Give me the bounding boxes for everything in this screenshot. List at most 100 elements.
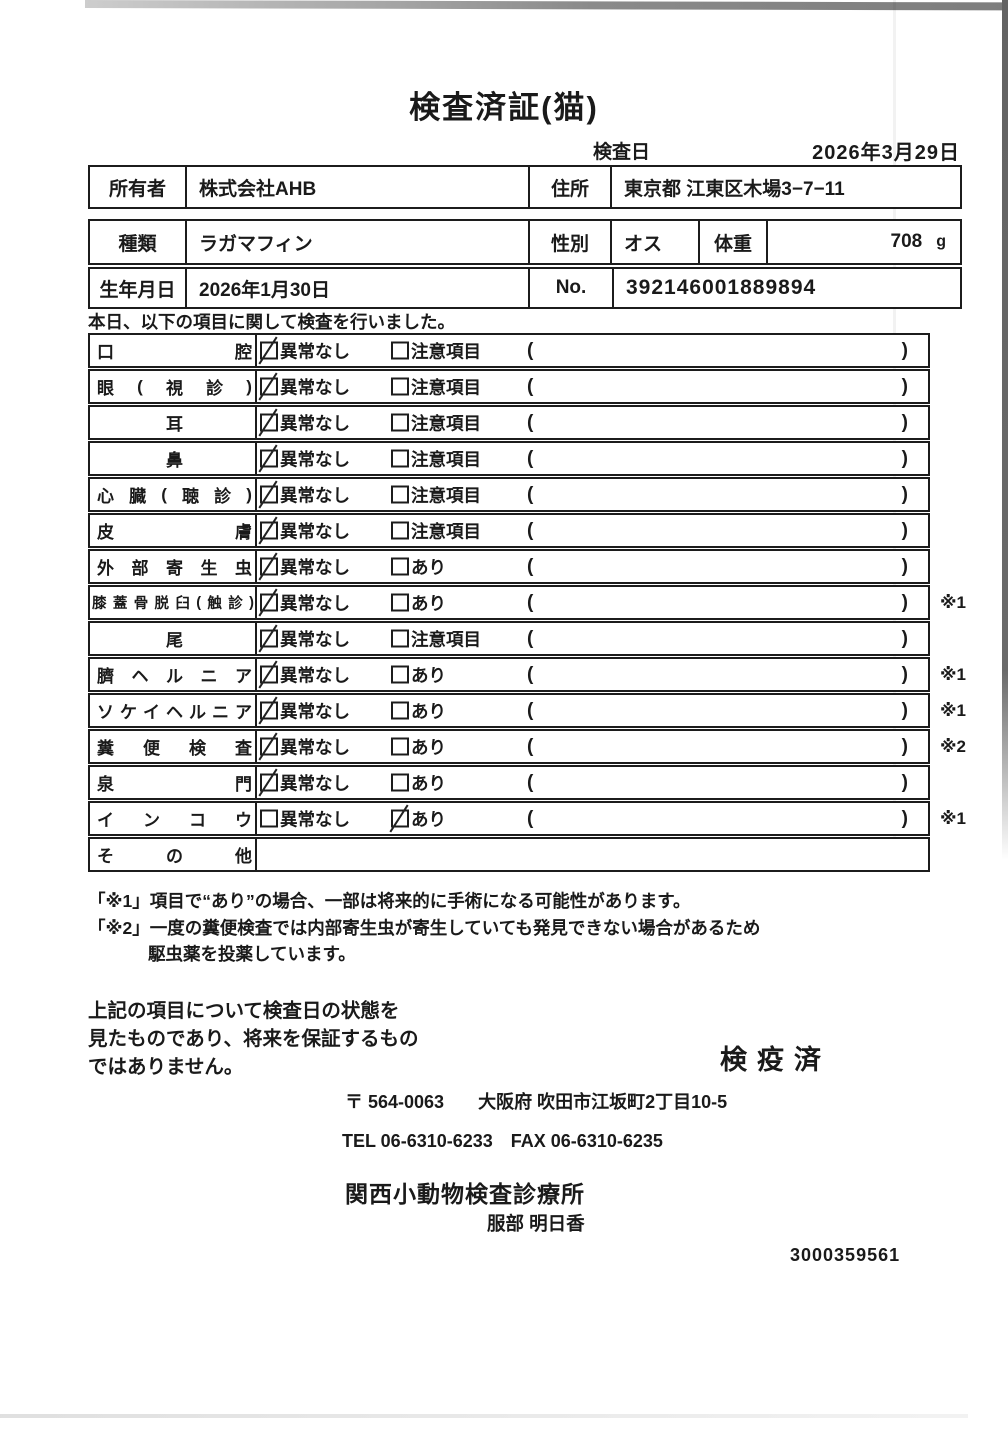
scan-artifact-top <box>84 0 1008 11</box>
clinic-name: 関西小動物検査診療所 <box>345 1181 585 1207</box>
paren-open: ( <box>527 555 534 577</box>
option-label: 異常なし <box>280 449 350 469</box>
checkbox-no-abnormality <box>258 516 278 545</box>
paren-close: ) <box>901 771 908 793</box>
breed-value: ラガマフィン <box>187 221 530 263</box>
checkbox-no-abnormality <box>258 480 278 509</box>
paren-close: ) <box>901 411 908 433</box>
option-label: 異常なし <box>280 773 350 793</box>
checkbox-caution <box>391 377 409 396</box>
exam-item-label: 臍ヘルニア <box>90 659 257 690</box>
checkmark <box>258 696 278 725</box>
owner-label: 所有者 <box>90 167 187 207</box>
checkmark <box>258 768 278 797</box>
footnote-2-line2: 駆虫薬を投薬しています。 <box>148 944 356 964</box>
paren-close: ) <box>901 447 908 469</box>
paren-close: ) <box>901 699 908 721</box>
option-label: あり <box>411 665 446 685</box>
weight-value: 708 g <box>768 221 960 263</box>
paren-close: ) <box>901 627 908 649</box>
checkmark <box>258 588 278 617</box>
checkmark <box>258 516 278 545</box>
inspection-date-value: 2026年3月29日 <box>812 142 960 164</box>
address-label: 住所 <box>530 167 612 207</box>
option-label: 異常なし <box>280 809 350 829</box>
clinic-phone-line: TEL 06-6310-6233 FAX 06-6310-6235 <box>342 1131 663 1152</box>
owner-value: 株式会社AHB <box>187 167 530 207</box>
exam-item-label: 泉門 <box>90 767 257 798</box>
exam-item-label: 皮膚 <box>90 515 257 546</box>
exam-row-external-parasites: 外部寄生虫 異常なし あり ( ) <box>88 549 930 584</box>
option-label: 異常なし <box>280 485 350 505</box>
option-label: あり <box>411 593 446 613</box>
checkbox-no-abnormality <box>258 696 278 725</box>
paren-open: ( <box>527 411 534 433</box>
option-label: 注意項目 <box>411 485 481 505</box>
veterinarian-name: 服部 明日香 <box>487 1213 585 1234</box>
sex-value: オス <box>612 221 700 263</box>
option-label: 異常なし <box>280 593 350 613</box>
checkmark <box>258 408 278 437</box>
birthdate-label: 生年月日 <box>90 269 187 307</box>
exam-table: 口腔 異常なし 注意項目 ( ) 眼(視診) 異常なし 注意項目 ( ) 耳 異… <box>88 333 966 873</box>
footnote-1: 「※1」項目で“あり”の場合、一部は将来的に手術になる可能性があります。 <box>88 891 691 911</box>
weight-label: 体重 <box>700 221 768 263</box>
paren-close: ) <box>901 375 908 397</box>
checkbox-caution <box>391 521 409 540</box>
disclaimer-line: 見たものであり、将来を保証するもの <box>88 1028 419 1050</box>
no-value: 392146001889894 <box>612 269 960 307</box>
paren-open: ( <box>527 627 534 649</box>
page-title: 検査済証(猫) <box>409 90 599 125</box>
exam-item-label: インコウ <box>90 803 257 834</box>
footnote-marker: ※1 <box>940 592 966 612</box>
birthdate-value: 2026年1月30日 <box>187 269 530 307</box>
option-label: 注意項目 <box>411 341 481 361</box>
checkbox-present <box>391 737 409 756</box>
paren-open: ( <box>527 339 534 361</box>
exam-item-label: 糞便検査 <box>90 731 257 762</box>
paren-close: ) <box>901 519 908 541</box>
checkbox-present <box>391 665 409 684</box>
serial-number: 3000359561 <box>790 1245 901 1265</box>
option-label: 注意項目 <box>411 629 481 649</box>
checkbox-no-abnormality <box>258 336 278 365</box>
paren-close: ) <box>901 555 908 577</box>
paren-open: ( <box>527 663 534 685</box>
checkbox-no-abnormality <box>258 732 278 761</box>
footnote-2-line1: 「※2」一度の糞便検査では内部寄生虫が寄生していても発見できない場合があるため <box>88 918 761 938</box>
paren-open: ( <box>527 375 534 397</box>
exam-item-label: 眼(視診) <box>90 371 257 402</box>
scan-artifact-bottom <box>0 1414 968 1418</box>
checkbox-present <box>389 804 409 833</box>
checkbox-caution <box>391 413 409 432</box>
checkmark <box>258 624 278 653</box>
no-label: No. <box>555 277 587 298</box>
option-label: 異常なし <box>280 737 350 757</box>
option-label: 異常なし <box>280 557 350 577</box>
checkmark <box>258 444 278 473</box>
checkbox-no-abnormality <box>258 624 278 653</box>
footnote-marker: ※2 <box>940 736 966 756</box>
paren-close: ) <box>901 339 908 361</box>
paren-close: ) <box>901 591 908 613</box>
owner-table: 所有者 株式会社AHB 住所 東京都 江東区木場3−7−11 <box>88 165 962 209</box>
paren-close: ) <box>901 483 908 505</box>
paren-open: ( <box>527 771 534 793</box>
paren-open: ( <box>527 735 534 757</box>
disclaimer-line: ではありません。 <box>88 1056 244 1078</box>
exam-row-umbilical-hernia: 臍ヘルニア 異常なし あり ( ) ※1 <box>88 657 966 692</box>
option-label: 異常なし <box>280 701 350 721</box>
paren-open: ( <box>527 591 534 613</box>
checkmark <box>258 480 278 509</box>
footnote-marker: ※1 <box>940 808 966 828</box>
weight-unit: g <box>936 233 946 250</box>
option-label: 異常なし <box>280 629 350 649</box>
checkbox-caution <box>391 449 409 468</box>
paren-open: ( <box>527 807 534 829</box>
checkmark <box>258 552 278 581</box>
exam-item-label: 膝蓋骨脱臼(触診) <box>90 587 257 618</box>
tel-number: TEL 06-6310-6233 <box>342 1131 493 1151</box>
exam-row-oral: 口腔 異常なし 注意項目 ( ) <box>88 333 930 368</box>
checkmark <box>258 372 278 401</box>
